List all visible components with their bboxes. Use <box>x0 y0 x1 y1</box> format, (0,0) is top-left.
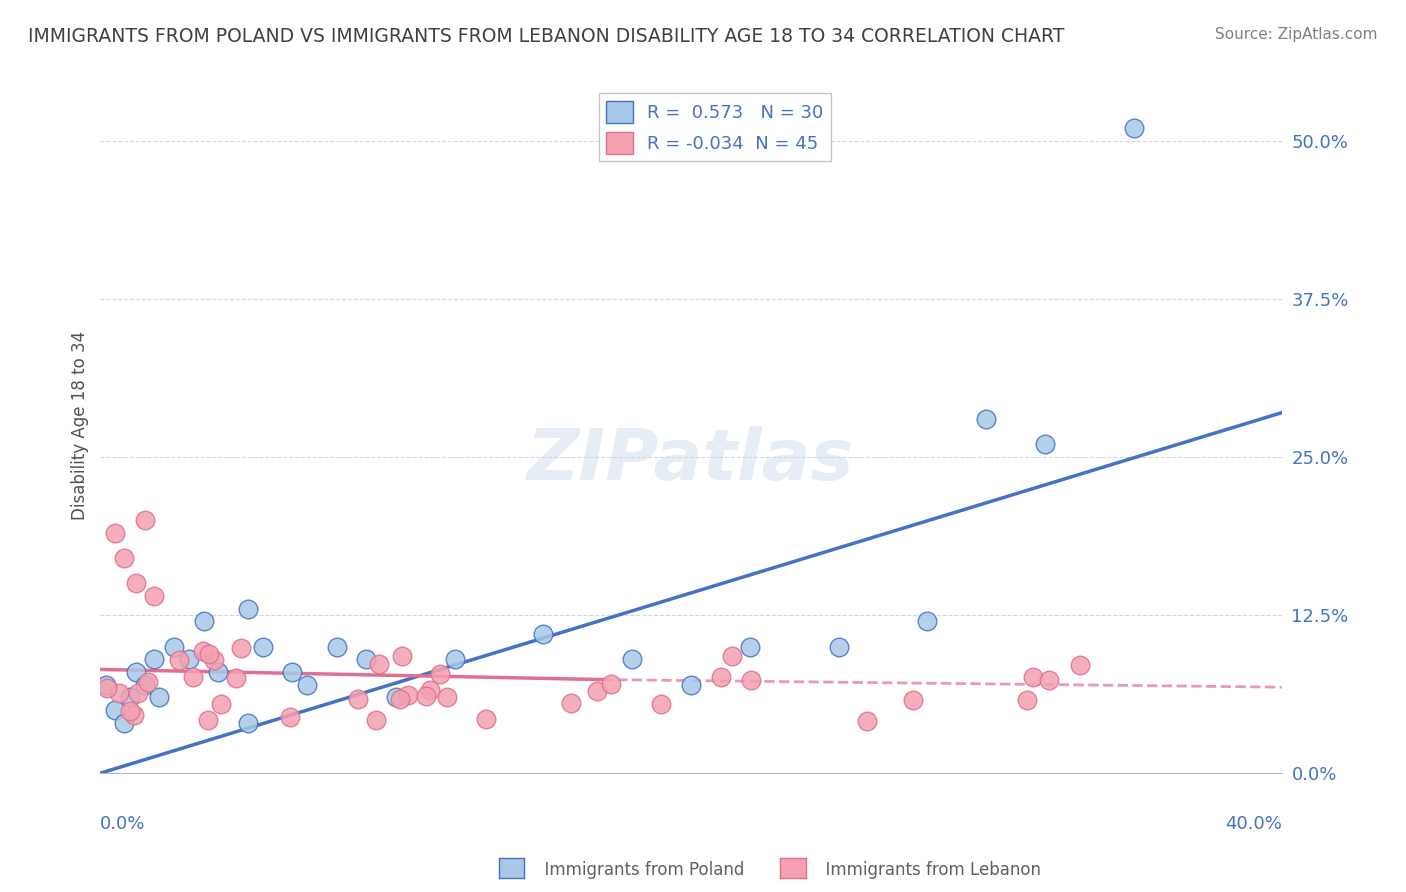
Point <box>396 689 419 703</box>
Point <box>443 652 465 666</box>
Point <box>679 678 702 692</box>
Point <box>1022 670 1045 684</box>
Point <box>347 692 370 706</box>
Point <box>295 678 318 692</box>
Point <box>134 678 156 692</box>
Point <box>388 691 411 706</box>
Text: Source: ZipAtlas.com: Source: ZipAtlas.com <box>1215 27 1378 42</box>
Point <box>136 675 159 690</box>
Point <box>419 683 441 698</box>
Point <box>367 657 389 671</box>
Point <box>163 640 186 654</box>
Point <box>96 681 118 695</box>
Point <box>124 708 146 723</box>
Text: IMMIGRANTS FROM POLAND VS IMMIGRANTS FROM LEBANON DISABILITY AGE 18 TO 34 CORREL: IMMIGRANTS FROM POLAND VS IMMIGRANTS FRO… <box>28 27 1064 45</box>
Point <box>197 647 219 661</box>
Point <box>134 513 156 527</box>
Point <box>197 713 219 727</box>
Legend: R =  0.573   N = 30, R = -0.034  N = 45: R = 0.573 N = 30, R = -0.034 N = 45 <box>599 94 831 161</box>
Point <box>211 697 233 711</box>
Point <box>142 652 165 666</box>
Point <box>193 615 215 629</box>
Text: Immigrants from Lebanon: Immigrants from Lebanon <box>815 861 1042 879</box>
Point <box>856 714 879 728</box>
Point <box>917 615 939 629</box>
Point <box>236 601 259 615</box>
Point <box>231 640 253 655</box>
Point <box>96 678 118 692</box>
Point <box>1035 437 1057 451</box>
Point <box>384 690 406 705</box>
Point <box>252 640 274 654</box>
Point <box>202 653 225 667</box>
Point <box>828 640 851 654</box>
Point <box>415 690 437 704</box>
Text: 0.0%: 0.0% <box>100 815 146 833</box>
Point <box>475 712 498 726</box>
Point <box>148 690 170 705</box>
Point <box>560 696 582 710</box>
Text: Immigrants from Poland: Immigrants from Poland <box>534 861 745 879</box>
Point <box>118 690 141 705</box>
Point <box>531 627 554 641</box>
Point <box>1038 673 1060 688</box>
Point <box>1123 121 1146 136</box>
Point <box>104 703 127 717</box>
Point <box>620 652 643 666</box>
Point <box>104 525 127 540</box>
Point <box>112 715 135 730</box>
Point <box>740 640 762 654</box>
Point <box>207 665 229 679</box>
Point <box>366 713 388 727</box>
Point <box>167 653 190 667</box>
Point <box>976 412 998 426</box>
Point <box>278 709 301 723</box>
Point <box>1069 657 1091 672</box>
Point <box>181 670 204 684</box>
Text: 40.0%: 40.0% <box>1225 815 1282 833</box>
Point <box>391 648 413 663</box>
Point <box>142 589 165 603</box>
Point <box>1017 692 1039 706</box>
Point <box>125 576 148 591</box>
Point <box>721 648 744 663</box>
Point <box>325 640 347 654</box>
Point <box>107 686 129 700</box>
Point <box>585 684 607 698</box>
Point <box>740 673 762 687</box>
Point <box>236 715 259 730</box>
Text: ZIPatlas: ZIPatlas <box>527 425 855 494</box>
Point <box>193 644 215 658</box>
Y-axis label: Disability Age 18 to 34: Disability Age 18 to 34 <box>72 331 89 520</box>
Point <box>120 704 142 718</box>
Point <box>599 676 621 690</box>
Point <box>650 697 672 711</box>
Point <box>429 667 451 681</box>
Point <box>710 670 733 684</box>
Point <box>903 692 925 706</box>
Point <box>436 690 458 705</box>
Point <box>225 671 247 685</box>
Point <box>177 652 200 666</box>
Point <box>112 551 135 566</box>
Point <box>125 665 148 679</box>
Point <box>127 686 149 700</box>
Point <box>281 665 304 679</box>
Point <box>354 652 377 666</box>
